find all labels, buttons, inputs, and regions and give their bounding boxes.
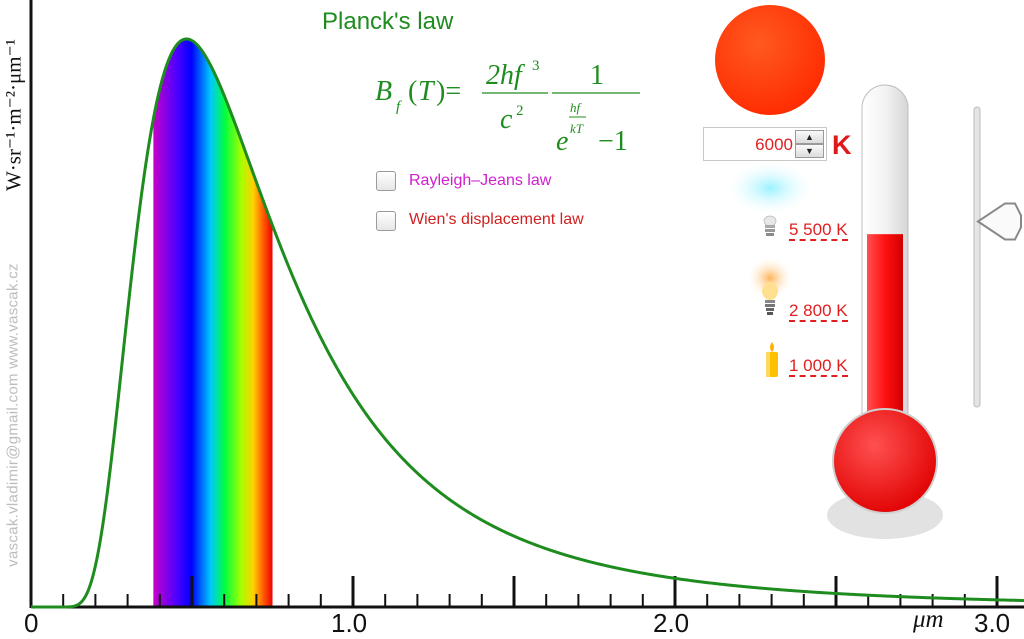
ref-temp-5500[interactable]: 5 500 K — [789, 220, 848, 241]
thermometer-mercury — [867, 234, 903, 440]
wien-checkbox[interactable] — [376, 211, 396, 231]
chart-title: Planck's law — [322, 8, 454, 35]
x-axis-unit: μm — [913, 606, 944, 633]
visible-spectrum-band — [153, 39, 273, 607]
ref-temp-1000[interactable]: 1 000 K — [789, 356, 848, 377]
svg-text:−1: −1 — [598, 126, 628, 157]
light-bulb-icon — [762, 282, 778, 315]
planck-curve — [31, 37, 1024, 609]
svg-text:f: f — [396, 99, 402, 115]
candle-icon — [766, 342, 778, 377]
svg-text:c: c — [500, 104, 513, 135]
svg-text:kT: kT — [570, 121, 584, 136]
y-axis-label: W·sr⁻¹·m⁻²·μm⁻¹ — [1, 38, 26, 192]
spinner-down-button[interactable]: ▼ — [795, 144, 824, 158]
svg-text:T: T — [418, 76, 436, 107]
temperature-input[interactable] — [706, 130, 797, 159]
planck-formula: B f ( T )= 2hf 3 c 2 1 e hf kT −1 — [375, 58, 640, 157]
svg-text:B: B — [375, 76, 392, 107]
rayleigh-jeans-label[interactable]: Rayleigh–Jeans law — [409, 172, 552, 189]
svg-text:1: 1 — [590, 60, 604, 91]
x-axis-ticks — [62, 576, 999, 607]
svg-text:hf: hf — [570, 100, 583, 115]
svg-text:3: 3 — [532, 58, 540, 74]
ref-temp-2800[interactable]: 2 800 K — [789, 301, 848, 322]
led-bulb-icon — [763, 215, 777, 236]
star-color-disk — [715, 5, 825, 115]
thermometer — [827, 84, 943, 539]
wien-label[interactable]: Wien's displacement law — [409, 211, 584, 228]
svg-text:(: ( — [408, 76, 417, 107]
x-tick-label-0: 0 — [24, 608, 39, 638]
svg-text:2hf: 2hf — [486, 60, 525, 91]
spinner-up-button[interactable]: ▲ — [795, 130, 824, 144]
temperature-slider[interactable] — [973, 106, 1022, 408]
slider-handle[interactable] — [976, 202, 1022, 241]
author-credits: vascak.vladimir@gmail.com www.vascak.cz — [4, 263, 22, 567]
svg-text:2: 2 — [516, 103, 524, 119]
rayleigh-jeans-checkbox[interactable] — [376, 171, 396, 191]
x-tick-label-2: 2.0 — [653, 608, 690, 638]
svg-text:e: e — [556, 126, 568, 157]
temperature-unit: K — [832, 130, 852, 160]
bulb-glow — [748, 258, 792, 298]
svg-text:)=: )= — [436, 76, 461, 107]
x-tick-label-1: 1.0 — [331, 608, 368, 638]
x-tick-label-3: 3.0 — [974, 608, 1011, 638]
led-glow — [728, 162, 812, 214]
temperature-spinner[interactable]: ▲ ▼ — [703, 127, 827, 161]
